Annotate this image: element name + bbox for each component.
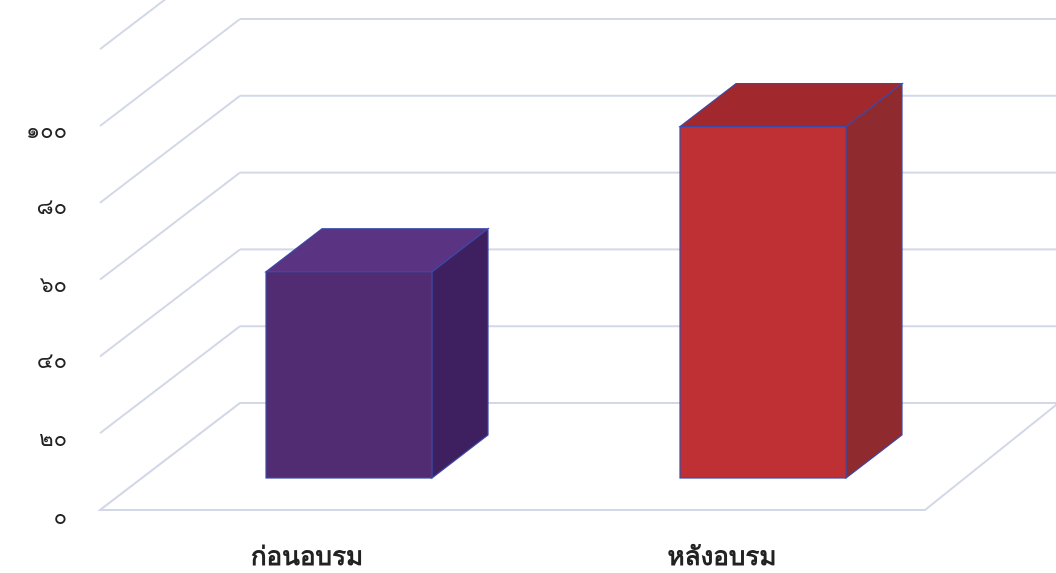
bar [264,227,490,480]
bar-side [845,82,903,480]
chart-floor [97,402,1056,511]
x-axis-ticks: ก่อนอบรม หลังอบรม [251,542,777,572]
x-tick-label: ก่อนอบรม [251,542,363,572]
y-tick-label: ๐ [54,505,67,530]
gridline-depth [99,248,241,358]
y-axis-ticks: ๐ ๒๐ ๔๐ ๖๐ ๘๐ ๑๐๐ [26,119,67,530]
gridline-depth [99,325,241,434]
y-tick-label: ๒๐ [39,427,67,452]
y-tick-label: ๔๐ [37,349,67,374]
bars [264,82,904,480]
gridline-depth [99,95,241,204]
y-tick-label: ๖๐ [40,273,67,298]
bar-side [431,227,489,480]
gridlines [99,0,1056,511]
gridline-depth [99,0,167,50]
gridline-depth [99,18,241,127]
x-tick-label: หลังอบรม [668,542,777,572]
floor-plane [97,402,1056,511]
gridline-depth [99,171,241,281]
y-tick-label: ๑๐๐ [26,119,67,144]
bar-front [265,271,433,479]
bar [678,82,904,480]
bar-front [679,125,847,479]
y-tick-label: ๘๐ [37,195,67,220]
